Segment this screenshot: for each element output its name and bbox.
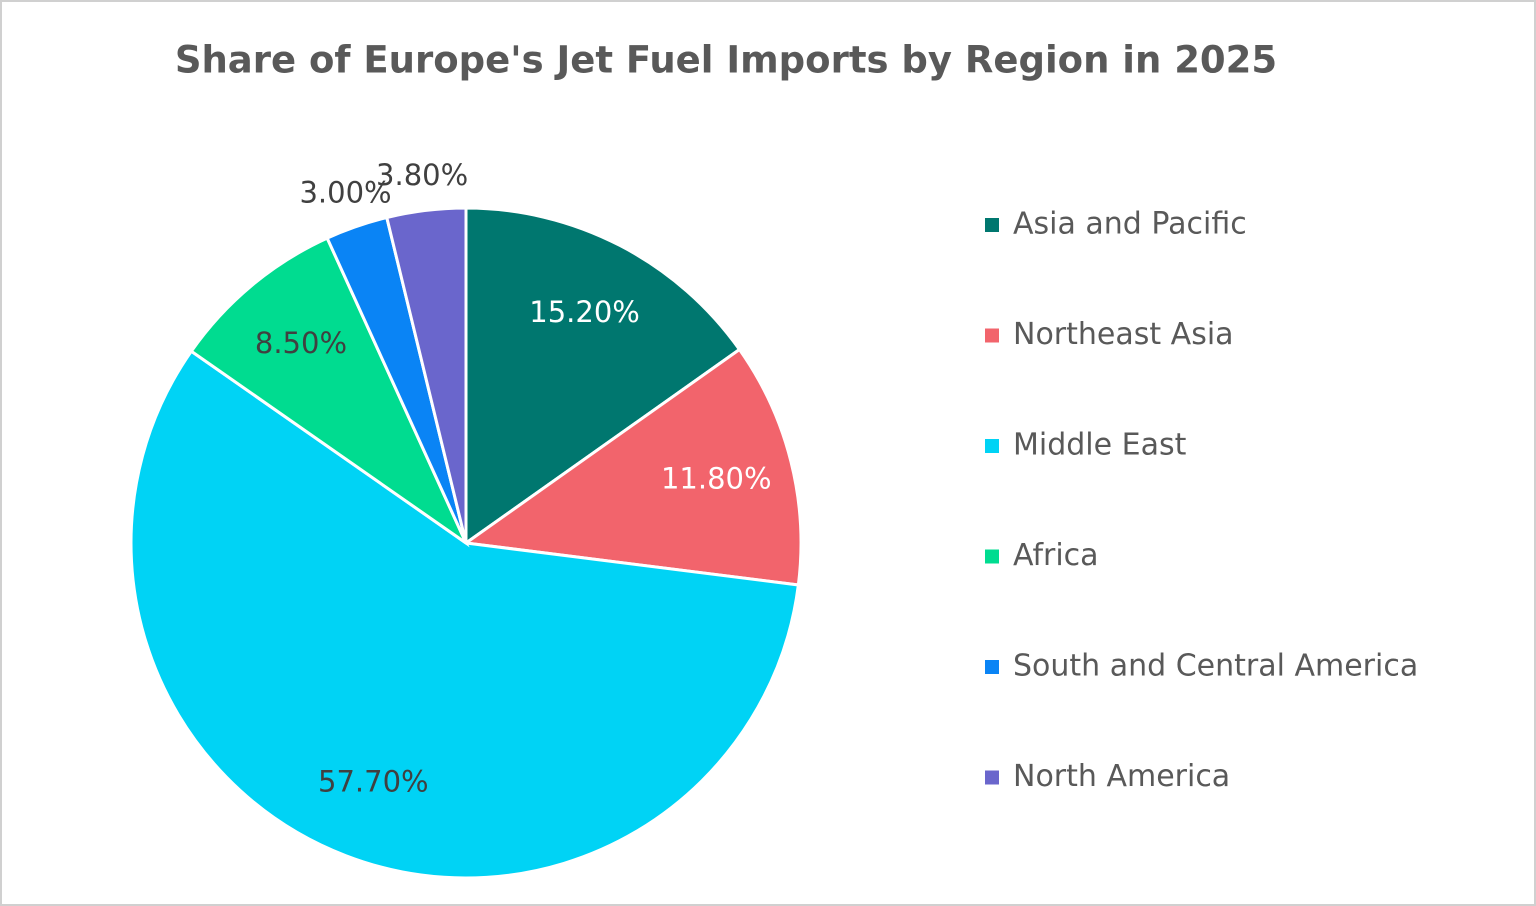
legend-label: Northeast Asia [1013,317,1234,352]
legend-swatch [985,660,999,674]
data-label: 57.70% [318,765,429,799]
data-label: 3.00% [299,176,391,210]
pie-slice [464,206,742,546]
pie-slice [384,206,468,544]
legend-swatch [985,770,999,785]
legend-label: North America [1013,759,1230,794]
legend-swatch [985,439,999,453]
legend-label: South and Central America [1013,649,1418,684]
chart-title: Share of Europe's Jet Fuel Imports by Re… [175,39,1277,82]
pie-slice [189,236,470,548]
legend-label: Africa [1013,538,1099,573]
data-label: 8.50% [255,326,347,360]
legend-swatch [985,328,999,343]
legend-label: Asia and Pacific [1013,207,1247,242]
pie-slice [461,347,803,587]
legend-label: Middle East [1013,428,1187,463]
data-label: 11.80% [661,461,772,495]
pie-slice [129,349,801,880]
legend-swatch [985,218,999,232]
legend-swatch [985,549,999,564]
data-label: 3.80% [376,158,468,192]
data-label: 15.20% [529,295,640,329]
